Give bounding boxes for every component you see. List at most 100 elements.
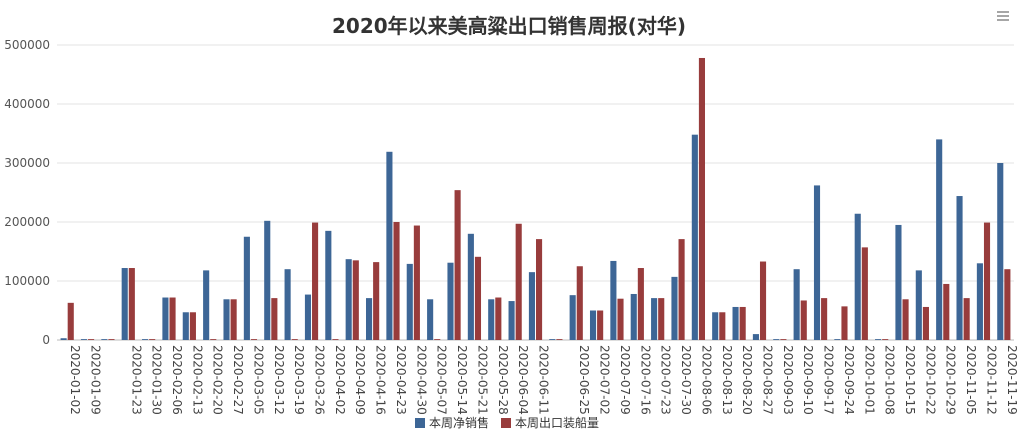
legend-item-label[interactable]: 本周净销售 [429, 415, 489, 430]
export-shipment-bar[interactable] [108, 339, 115, 340]
export-shipment-bar[interactable] [88, 339, 95, 340]
export-shipment-bar[interactable] [536, 239, 543, 340]
net-sales-bar[interactable] [549, 339, 556, 340]
net-sales-bar[interactable] [101, 339, 108, 340]
net-sales-bar[interactable] [813, 185, 821, 340]
export-shipment-bar[interactable] [230, 299, 237, 340]
net-sales-bar[interactable] [793, 269, 800, 340]
export-shipment-bar[interactable] [373, 262, 380, 340]
net-sales-bar[interactable] [976, 263, 983, 340]
export-shipment-bar[interactable] [922, 306, 929, 340]
x-tick-label: 2020-10-01 [862, 345, 876, 415]
export-shipment-bar[interactable] [800, 300, 807, 340]
export-shipment-bar[interactable] [719, 312, 726, 340]
export-shipment-bar[interactable] [576, 266, 583, 340]
net-sales-bar[interactable] [671, 276, 678, 340]
net-sales-bar[interactable] [467, 233, 474, 340]
net-sales-bar[interactable] [162, 297, 169, 340]
net-sales-bar[interactable] [956, 196, 963, 340]
export-shipment-bar[interactable] [902, 299, 909, 340]
export-shipment-bar[interactable] [780, 339, 787, 340]
net-sales-bar[interactable] [427, 299, 434, 340]
export-shipment-bar[interactable] [963, 298, 970, 340]
export-shipment-bar[interactable] [617, 298, 624, 340]
net-sales-bar[interactable] [406, 263, 413, 340]
export-shipment-bar[interactable] [312, 222, 319, 340]
export-shipment-bar[interactable] [943, 283, 950, 340]
net-sales-bar[interactable] [569, 295, 576, 340]
export-shipment-bar[interactable] [495, 297, 502, 340]
net-sales-bar[interactable] [182, 312, 189, 340]
export-shipment-bar[interactable] [841, 306, 848, 340]
export-shipment-bar[interactable] [250, 339, 258, 340]
export-shipment-bar[interactable] [271, 298, 278, 340]
net-sales-bar[interactable] [121, 268, 128, 340]
net-sales-bar[interactable] [345, 259, 352, 340]
export-shipment-bar[interactable] [556, 339, 563, 340]
export-shipment-bar[interactable] [67, 302, 74, 340]
net-sales-bar[interactable] [386, 151, 393, 340]
export-shipment-bar[interactable] [413, 225, 420, 340]
net-sales-bar[interactable] [997, 163, 1004, 340]
net-sales-bar[interactable] [365, 298, 373, 340]
net-sales-bar[interactable] [528, 272, 535, 340]
export-shipment-bar[interactable] [821, 298, 828, 340]
export-shipment-bar[interactable] [434, 339, 441, 340]
export-shipment-bar[interactable] [678, 239, 685, 340]
export-shipment-bar[interactable] [149, 339, 156, 340]
net-sales-bar[interactable] [854, 213, 861, 340]
export-shipment-bar[interactable] [759, 261, 767, 340]
net-sales-bar[interactable] [142, 339, 149, 340]
export-shipment-bar[interactable] [128, 268, 135, 340]
export-shipment-bar[interactable] [291, 339, 298, 340]
export-shipment-bar[interactable] [169, 297, 176, 340]
net-sales-bar[interactable] [325, 230, 332, 340]
x-tick-label: 2020-08-20 [740, 345, 754, 415]
net-sales-bar[interactable] [80, 339, 88, 340]
net-sales-bar[interactable] [610, 260, 617, 340]
net-sales-bar[interactable] [243, 236, 250, 340]
net-sales-bar[interactable] [691, 134, 698, 340]
export-shipment-bar[interactable] [515, 223, 522, 340]
export-shipment-bar[interactable] [658, 298, 665, 340]
export-shipment-bar[interactable] [739, 306, 746, 340]
x-tick-label: 2020-08-13 [720, 345, 734, 415]
net-sales-bar[interactable] [508, 301, 515, 340]
export-shipment-bar[interactable] [698, 57, 706, 340]
net-sales-bar[interactable] [732, 306, 739, 340]
net-sales-bar[interactable] [875, 339, 882, 340]
export-shipment-bar[interactable] [352, 260, 359, 340]
net-sales-bar[interactable] [752, 334, 759, 340]
export-shipment-bar[interactable] [210, 339, 217, 340]
net-sales-bar[interactable] [712, 312, 719, 340]
export-shipment-bar[interactable] [637, 268, 644, 340]
net-sales-bar[interactable] [447, 262, 454, 340]
net-sales-bar[interactable] [630, 293, 637, 340]
net-sales-bar[interactable] [284, 269, 291, 340]
net-sales-bar[interactable] [936, 139, 943, 340]
export-shipment-bar[interactable] [332, 339, 339, 340]
export-shipment-bar[interactable] [454, 190, 461, 340]
net-sales-bar[interactable] [773, 339, 780, 340]
legend-item-label[interactable]: 本周出口装船量 [515, 416, 599, 430]
net-sales-bar[interactable] [915, 270, 922, 340]
net-sales-bar[interactable] [223, 299, 230, 340]
export-shipment-bar[interactable] [597, 310, 604, 341]
export-shipment-bar[interactable] [983, 222, 991, 340]
net-sales-bar[interactable] [203, 270, 210, 340]
net-sales-bar[interactable] [264, 220, 271, 340]
export-shipment-bar[interactable] [474, 256, 482, 340]
net-sales-bar[interactable] [834, 339, 841, 340]
net-sales-bar[interactable] [60, 338, 67, 340]
net-sales-bar[interactable] [304, 294, 312, 340]
export-shipment-bar[interactable] [861, 247, 868, 340]
export-shipment-bar[interactable] [393, 222, 400, 340]
menu-icon[interactable] [997, 11, 1009, 21]
net-sales-bar[interactable] [589, 310, 597, 341]
net-sales-bar[interactable] [488, 299, 495, 340]
export-shipment-bar[interactable] [882, 339, 889, 340]
export-shipment-bar[interactable] [189, 312, 196, 340]
export-shipment-bar[interactable] [1004, 269, 1011, 340]
net-sales-bar[interactable] [895, 224, 902, 340]
net-sales-bar[interactable] [651, 298, 658, 340]
